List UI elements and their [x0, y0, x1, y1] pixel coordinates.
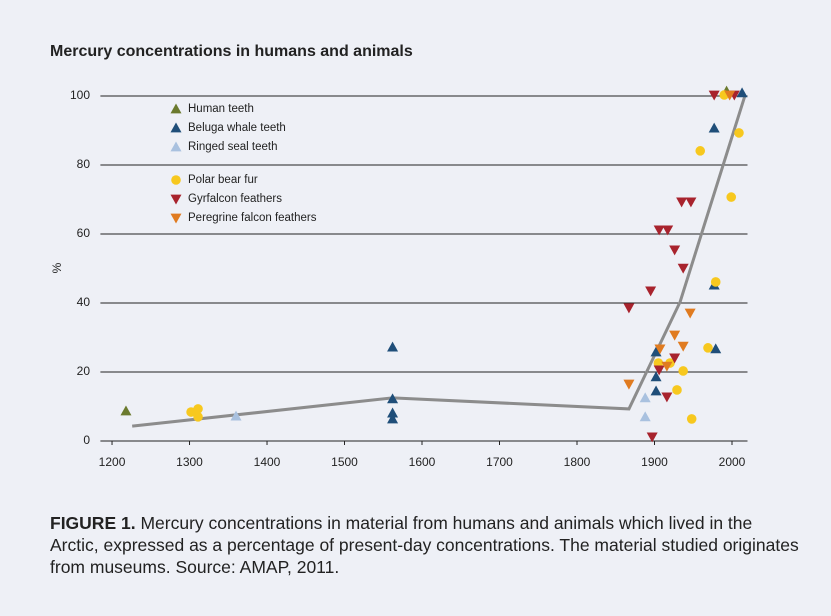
- legend-label: Beluga whale teeth: [188, 122, 286, 134]
- legend-label: Ringed seal teeth: [188, 141, 278, 153]
- data-point: [646, 432, 658, 443]
- chart: Mercury concentrations in humans and ani…: [50, 43, 748, 469]
- data-point: [703, 343, 713, 353]
- data-point: [650, 371, 662, 382]
- legend-label: Polar bear fur: [188, 174, 258, 186]
- data-point: [677, 341, 689, 352]
- data-point: [661, 361, 673, 372]
- trend-line: [132, 94, 747, 428]
- data-point: [653, 358, 664, 368]
- data-point: [645, 286, 657, 297]
- legend-label: Human teeth: [188, 103, 254, 115]
- legend-marker: [170, 194, 182, 205]
- y-tick-label: 80: [77, 157, 91, 171]
- data-point: [230, 410, 242, 421]
- x-tick-label: 1200: [99, 455, 126, 469]
- data-point: [387, 407, 399, 418]
- legend-marker: [170, 103, 182, 114]
- data-point: [653, 225, 665, 236]
- data-point: [623, 303, 635, 314]
- legend-label: Gyrfalcon feathers: [188, 193, 282, 205]
- data-point: [726, 192, 737, 202]
- data-point: [736, 87, 748, 98]
- caption-label: FIGURE 1.: [50, 513, 136, 533]
- data-point: [654, 344, 666, 355]
- x-tick-label: 2000: [719, 455, 746, 469]
- data-point: [193, 412, 203, 422]
- legend-marker: [170, 141, 182, 152]
- data-point: [734, 128, 744, 138]
- caption: FIGURE 1. Mercury concentrations in mate…: [50, 512, 800, 578]
- legend-marker: [170, 213, 182, 224]
- legend-label: Peregrine falcon feathers: [188, 212, 317, 224]
- y-tick-label: 0: [83, 433, 90, 447]
- data-point: [678, 366, 688, 376]
- data-point: [686, 414, 697, 424]
- y-tick-label: 100: [70, 88, 90, 102]
- x-tick-label: 1600: [409, 455, 436, 469]
- data-point: [193, 404, 203, 414]
- data-point: [685, 197, 697, 208]
- data-point: [387, 341, 399, 352]
- data-point: [650, 385, 662, 396]
- data-point: [623, 379, 635, 390]
- y-tick-label: 60: [77, 226, 91, 240]
- x-tick-label: 1300: [176, 455, 203, 469]
- data-point: [695, 146, 706, 156]
- data-point: [661, 392, 673, 403]
- data-point: [650, 346, 662, 357]
- legend-marker: [171, 175, 181, 185]
- x-tick-label: 1700: [486, 455, 513, 469]
- data-point: [724, 90, 736, 101]
- y-axis-label: %: [50, 262, 64, 273]
- data-point: [653, 365, 665, 376]
- caption-text: Mercury concentrations in material from …: [50, 513, 799, 577]
- data-point: [672, 385, 682, 395]
- x-tick-label: 1900: [641, 455, 668, 469]
- chart-title: Mercury concentrations in humans and ani…: [50, 43, 413, 60]
- data-point: [710, 343, 722, 354]
- data-point: [120, 405, 132, 416]
- data-point: [669, 353, 681, 364]
- data-point: [708, 122, 720, 133]
- data-point: [387, 413, 399, 424]
- x-tick-label: 1400: [254, 455, 281, 469]
- x-tick-label: 1500: [331, 455, 358, 469]
- data-point: [677, 263, 689, 274]
- legend-marker: [170, 122, 182, 133]
- x-tick-label: 1800: [564, 455, 591, 469]
- y-tick-label: 40: [77, 295, 91, 309]
- data-point: [669, 245, 681, 256]
- data-point: [708, 90, 720, 101]
- data-point: [710, 277, 721, 287]
- data-point: [639, 411, 651, 422]
- data-point: [669, 330, 681, 341]
- data-point: [639, 392, 651, 403]
- data-point: [662, 225, 674, 236]
- y-tick-label: 20: [77, 364, 91, 378]
- data-point: [676, 197, 688, 208]
- data-point: [387, 393, 399, 404]
- data-point: [684, 308, 696, 319]
